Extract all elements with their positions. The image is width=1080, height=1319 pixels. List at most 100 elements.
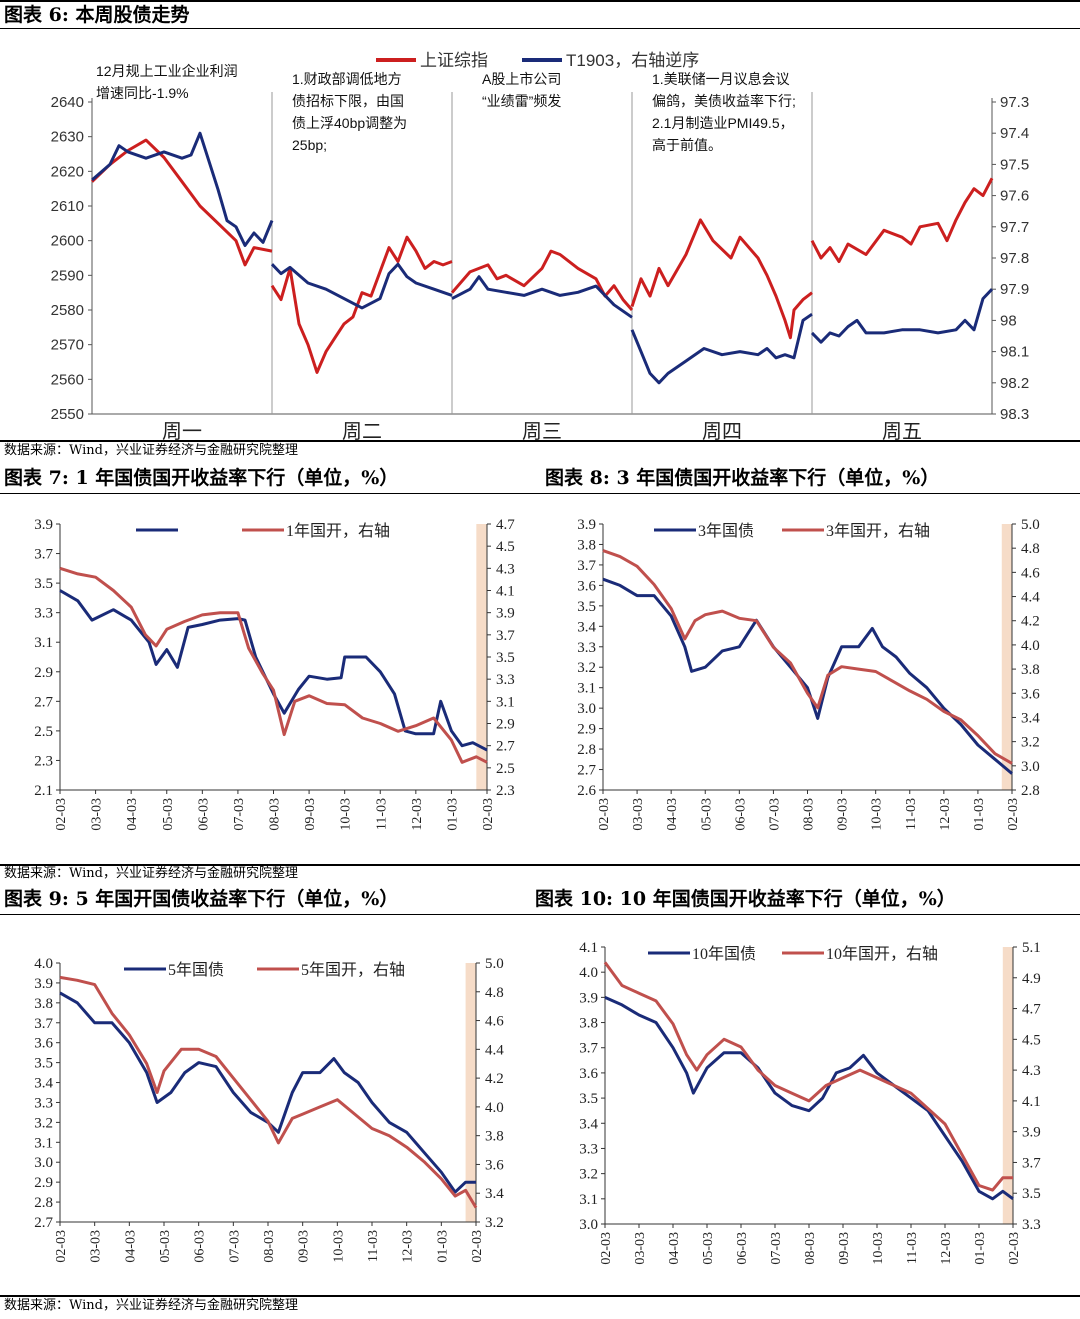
fig910-bottom-rule [0, 1295, 1080, 1297]
fig10-left-tick-label: 3.9 [579, 990, 598, 1006]
fig78-source: 数据来源：Wind，兴业证券经济与金融研究院整理 [4, 866, 298, 881]
fig9-left-tick-label: 2.9 [34, 1175, 53, 1191]
fig10-x-tick-label: 11-03 [905, 1232, 920, 1264]
fig6-annotation-line: 2.1月制造业PMI49.5， [652, 115, 794, 131]
fig8-title: 图表 8: 3 年国债国开收益率下行（单位，%） [545, 467, 940, 489]
fig7-x-tick-label: 02-03 [54, 798, 69, 831]
fig8-right-tick-label: 4.8 [1021, 541, 1040, 557]
fig8-x-tick-label: 02-03 [597, 798, 612, 831]
fig6-right-tick-label: 97.6 [1000, 188, 1029, 205]
fig9-left-tick-label: 3.7 [34, 1016, 53, 1032]
fig8-left-tick-label: 3.7 [577, 558, 596, 574]
fig910-title-rule [0, 914, 1080, 915]
fig7-right-tick-label: 4.1 [496, 584, 515, 600]
fig6-series-t1903-line [91, 131, 274, 247]
fig7-left-tick-label: 2.9 [34, 665, 53, 681]
fig8-right-tick-label: 4.4 [1021, 590, 1040, 606]
fig6-source: 数据来源：Wind，兴业证券经济与金融研究院整理 [4, 443, 298, 458]
fig6-day-label: 周三 [522, 421, 562, 443]
fig6-series-shanghai-line [810, 177, 994, 263]
fig6-annotation-line: 高于前值。 [652, 137, 722, 153]
fig9-title: 图表 9: 5 年国开国债收益率下行（单位，%） [4, 888, 399, 910]
fig9-left-tick-label: 2.7 [34, 1215, 53, 1231]
fig9-right-tick-label: 4.8 [485, 985, 504, 1001]
fig10-x-tick-label: 05-03 [701, 1232, 716, 1265]
fig7-left-tick-label: 2.1 [34, 783, 53, 799]
fig9-right-tick-label: 3.2 [485, 1215, 504, 1231]
fig7-left-tick-label: 2.5 [34, 724, 53, 740]
fig7-x-tick-label: 01-03 [445, 798, 460, 831]
fig7-left-tick-label: 3.9 [34, 517, 53, 533]
fig7-left-tick-label: 3.1 [34, 635, 53, 651]
fig8-x-tick-label: 05-03 [699, 798, 714, 831]
fig7-series-cdb-line [59, 566, 488, 764]
fig8-right-tick-label: 2.8 [1021, 783, 1040, 799]
fig10-x-tick-label: 02-03 [599, 1232, 614, 1265]
fig10-right-tick-label: 4.9 [1022, 971, 1041, 987]
fig8-series-cdb-line [602, 549, 1013, 765]
fig10-title: 图表 10: 10 年国债国开收益率下行（单位，%） [535, 888, 956, 910]
fig8-right-tick-label: 3.0 [1021, 759, 1040, 775]
fig6-right-tick-label: 98.1 [1000, 344, 1029, 361]
fig6-right-tick-label: 97.4 [1000, 125, 1029, 142]
fig8-x-tick-label: 07-03 [767, 798, 782, 831]
fig6-left-tick-label: 2640 [51, 94, 84, 111]
fig7-right-tick-label: 2.9 [496, 717, 515, 733]
fig10-x-tick-label: 01-03 [973, 1232, 988, 1265]
fig9-left-tick-label: 3.9 [34, 976, 53, 992]
fig6-left-tick-label: 2550 [51, 406, 84, 423]
fig9-legend-label: 5年国开，右轴 [301, 961, 405, 979]
fig6-series-t1903-line [630, 312, 813, 385]
fig8-x-tick-label: 01-03 [972, 798, 987, 831]
fig6-series-shanghai-line [450, 249, 634, 311]
fig6-series-t1903-line [451, 275, 633, 319]
fig9-x-tick-label: 10-03 [331, 1230, 346, 1263]
fig10-x-tick-label: 09-03 [837, 1232, 852, 1265]
fig9-left-tick-label: 3.0 [34, 1155, 53, 1171]
fig9-shade-band [465, 963, 476, 1222]
fig9-x-tick-label: 12-03 [401, 1230, 416, 1263]
fig7-right-tick-label: 2.5 [496, 761, 515, 777]
fig9-right-tick-label: 4.2 [485, 1071, 504, 1087]
fig7-right-tick-label: 4.3 [496, 561, 515, 577]
fig6-right-tick-label: 98.3 [1000, 406, 1029, 423]
fig8-x-tick-label: 06-03 [733, 798, 748, 831]
fig6-chart: 2550 2560 2570 2580 2590 2600 2610 2620 2630 2640… [51, 51, 1030, 443]
fig78-bottom-rule [0, 864, 1080, 866]
fig8-left-tick-label: 2.6 [577, 783, 596, 799]
fig9-series-govt-line [59, 991, 476, 1194]
fig7-shade-band [476, 524, 487, 790]
fig6-left-tick-label: 2590 [51, 267, 84, 284]
fig8-x-tick-label: 02-03 [1006, 798, 1021, 831]
fig6-annotation-line: 增速同比-1.9% [96, 85, 189, 101]
fig10-left-tick-label: 3.6 [579, 1066, 598, 1082]
fig9-left-tick-label: 3.6 [34, 1036, 53, 1052]
fig8-right-tick-label: 4.6 [1021, 565, 1040, 581]
fig8-left-tick-label: 3.3 [577, 640, 596, 656]
fig6-right-tick-label: 98.2 [1000, 375, 1029, 392]
fig9-right-tick-label: 3.4 [485, 1186, 504, 1202]
fig8-left-tick-label: 3.1 [577, 681, 596, 697]
fig9-left-tick-label: 3.5 [34, 1056, 53, 1072]
fig9-left-tick-label: 3.1 [34, 1135, 53, 1151]
fig6-annotation-line: 债上浮40bp调整为 [292, 115, 407, 131]
fig9-right-tick-label: 4.4 [485, 1042, 504, 1058]
fig9-left-tick-label: 2.8 [34, 1195, 53, 1211]
fig6-series-shanghai-line [630, 218, 813, 340]
fig7-legend-label: 1年国开，右轴 [286, 522, 390, 540]
fig6-day-label: 周一 [162, 421, 202, 443]
fig9-right-tick-label: 3.6 [485, 1157, 504, 1173]
fig8-x-tick-label: 10-03 [870, 798, 885, 831]
fig8-right-tick-label: 4.0 [1021, 638, 1040, 654]
fig7-x-tick-label: 09-03 [303, 798, 318, 831]
fig9-series-cdb-line [59, 975, 478, 1209]
fig7-right-tick-label: 3.1 [496, 694, 515, 710]
fig8-legend-label: 3年国开，右轴 [826, 522, 930, 540]
fig10-left-tick-label: 4.1 [579, 940, 598, 956]
fig9-left-tick-label: 3.8 [34, 996, 53, 1012]
fig10-left-tick-label: 3.2 [579, 1167, 598, 1183]
fig9-x-tick-label: 11-03 [366, 1230, 381, 1262]
fig9-x-tick-label: 02-03 [54, 1230, 69, 1263]
fig10-left-tick-label: 4.0 [579, 965, 598, 981]
fig6-annotation-line: 偏鸽，美债收益率下行; [652, 93, 796, 109]
